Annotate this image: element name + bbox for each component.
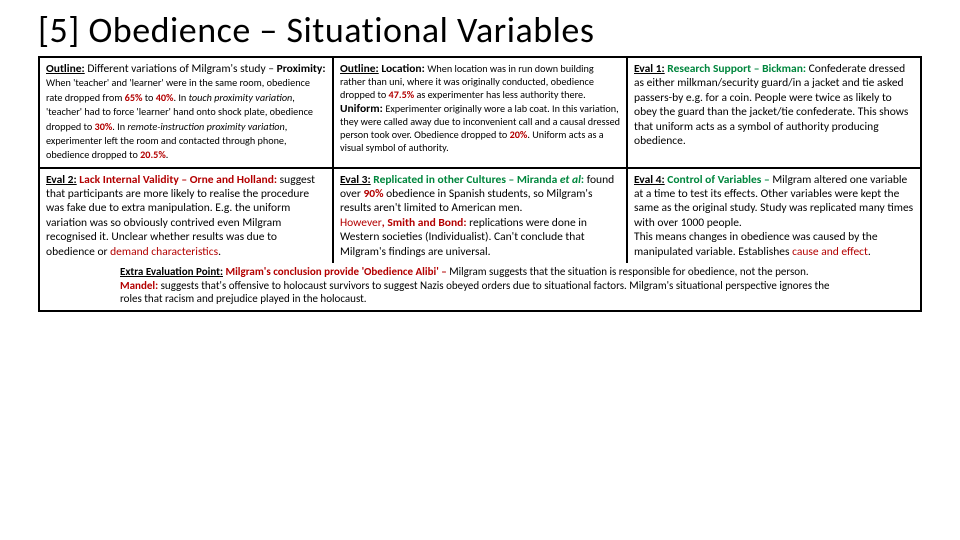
cell-outline-proximity: Outline: Different variations of Milgram… [40, 58, 332, 167]
head: Extra Evaluation Point: [120, 265, 223, 278]
head: Eval 4: [634, 173, 665, 187]
cell-outline-location-uniform: Outline: Location: When location was in … [332, 58, 626, 167]
cell-eval-2: Eval 2: Lack Internal Validity – Orne an… [40, 169, 332, 263]
content-grid: Outline: Different variations of Milgram… [38, 56, 922, 312]
extra-evaluation: Extra Evaluation Point: Milgram's conclu… [40, 263, 920, 310]
cell-eval-3: Eval 3: Replicated in other Cultures – M… [332, 169, 626, 263]
head: Eval 2: [46, 173, 77, 187]
row-2: Eval 2: Lack Internal Validity – Orne an… [40, 167, 920, 263]
row-1: Outline: Different variations of Milgram… [40, 58, 920, 167]
page-title: [5] Obedience – Situational Variables [38, 8, 922, 52]
cell-eval-4: Eval 4: Control of Variables – Milgram a… [626, 169, 920, 263]
cell-eval-1: Eval 1: Research Support – Bickman: Conf… [626, 58, 920, 167]
head: Eval 3: [340, 173, 371, 187]
head: Outline: [46, 62, 85, 76]
head: Outline: [340, 62, 379, 76]
head: Eval 1: [634, 62, 665, 76]
